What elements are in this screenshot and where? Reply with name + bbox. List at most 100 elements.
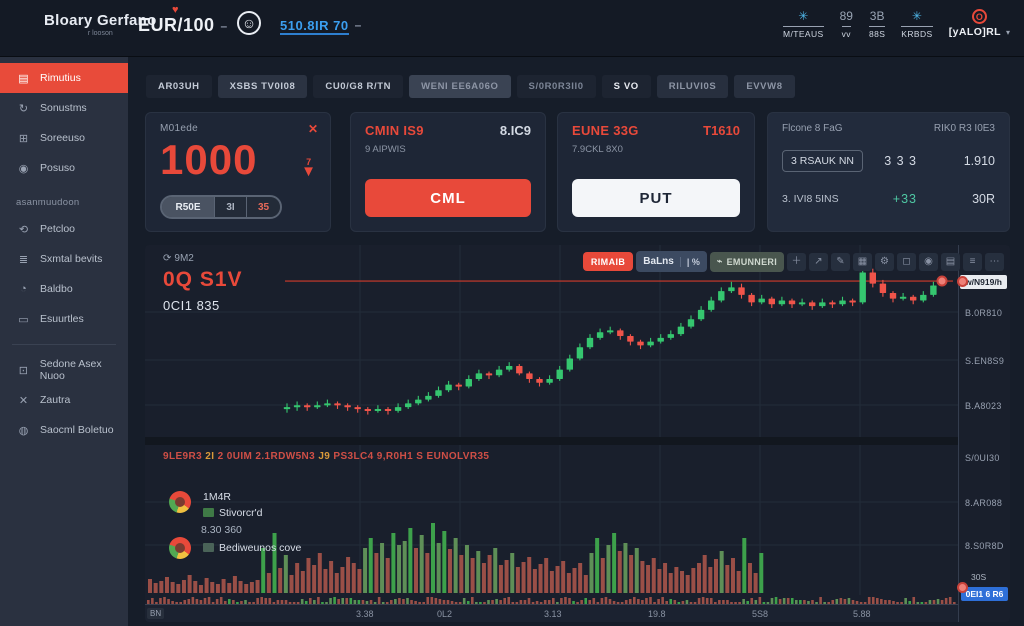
sidebar-item-icon: ◍	[18, 424, 29, 437]
summary-row-label: 3. IVI8 5INS	[782, 193, 839, 205]
put-title: EUNE 33G	[572, 123, 639, 138]
topbar-stat-item[interactable]: 89 vv	[840, 8, 853, 39]
summary-row-label[interactable]: 3 RSAUK NN	[782, 150, 864, 172]
sidebar-item-rimutius[interactable]: ▤ Rimutius	[0, 63, 128, 93]
pane-separator	[145, 437, 958, 445]
chart-tool-button[interactable]: ⋯	[985, 252, 1004, 271]
sidebar-item-soreeuso[interactable]: ⊞ Soreeuso	[0, 123, 128, 153]
time-tick-label: 5.88	[853, 609, 871, 619]
sidebar-item-sonustms[interactable]: ↻ Sonustms	[0, 93, 128, 123]
call-title: CMIN IS9	[365, 123, 424, 138]
legend-line-3: 8.30 360	[201, 524, 242, 536]
timeframe-label: BaLns	[643, 256, 674, 267]
price-chart[interactable]	[145, 245, 958, 437]
tab-evvw8[interactable]: EVVW8	[734, 75, 795, 98]
chevron-down-icon: ▾	[1005, 27, 1010, 37]
refresh-icon: ⟳	[163, 253, 172, 264]
sell-button[interactable]: RIMAIB	[582, 252, 634, 271]
close-icon[interactable]: ✕	[307, 122, 318, 136]
stepper-segment[interactable]: R50E	[162, 197, 214, 217]
sidebar-item-icon: ≣	[18, 253, 29, 266]
tab-cu0-g8-r-tn[interactable]: CU0/G8 R/TN	[313, 75, 404, 98]
tab-s-vo[interactable]: S VO	[601, 75, 651, 98]
sidebar-item-petcloo[interactable]: ⟲ Petcloo	[0, 214, 128, 244]
chart-tool-button[interactable]: ◉	[919, 252, 938, 271]
price-axis: w/N919/h 30S 0EI1 6 R6 B.0R810 S.EN8S9 B.A…	[958, 245, 1010, 622]
indicator-header-segment: 2I	[205, 451, 218, 462]
indicator-settings-header[interactable]: 9LE9R3 2I 2 0UIM 2.1RDW5N3 J9 PS3LC4 9,R…	[163, 451, 489, 462]
tab-xsbs-tv0i08[interactable]: XSBS TV0I08	[217, 75, 308, 98]
chart-tool-button[interactable]: ▦	[853, 252, 872, 271]
smiley-icon[interactable]: ☺	[237, 11, 261, 35]
stepper-segment[interactable]: 3I	[214, 197, 246, 217]
sidebar-item-zautra[interactable]: ✕ Zautra	[0, 385, 128, 415]
sidebar-item-icon: ⊡	[18, 364, 28, 377]
call-subtitle: 9 AIPWIS	[365, 144, 406, 155]
amount-card: M01ede ✕ 1000 7 ▼ R50E 3I 35	[145, 112, 331, 232]
tab-weni-ee6a06o[interactable]: WENI EE6A06O	[409, 75, 511, 98]
sidebar-item-label: Posuso	[40, 162, 76, 174]
sidebar-item-esuurtles[interactable]: ▭ Esuurtles	[0, 304, 128, 334]
sidebar-section-label: asanmuudoon	[16, 197, 80, 208]
put-button[interactable]: PUT	[572, 179, 740, 217]
summary-title-right: RIK0 R3 I0E3	[933, 123, 995, 134]
axis-small-label: 30S	[971, 572, 987, 582]
sidebar-item-label: Zautra	[40, 394, 71, 406]
amount-stepper: R50E 3I 35	[160, 195, 282, 219]
tab-riluvi0s[interactable]: RILUVI0S	[656, 75, 729, 98]
chart-tool-button[interactable]: ▤	[941, 252, 960, 271]
sidebar-item-label: Saocml Boletuo	[40, 424, 114, 436]
chart-tool-button[interactable]: ◻	[897, 252, 916, 271]
chart-tool-button[interactable]: ⚙	[875, 252, 894, 271]
indicator-header-segment: 2 0UIM 2.1RDW5N3	[217, 451, 319, 462]
summary-row-mid-value: 3 3 3	[884, 154, 917, 168]
favorite-heart-icon[interactable]: ♥	[172, 4, 179, 16]
stepper-segment[interactable]: 35	[246, 197, 280, 217]
amount-decrease-button[interactable]: 7 ▼	[301, 157, 316, 179]
account-menu[interactable]: O [yALO]RL ▾	[949, 9, 1010, 38]
legend-line-4: Bediweunos cove	[203, 542, 301, 554]
topbar-stat-item[interactable]: 3B 88S	[868, 8, 886, 39]
amount-arrow-sup: 7	[306, 157, 312, 167]
chart-tool-icons: ＋ ↗ ✎ ▦ ⚙ ◻ ◉ ▤ ≡ ⋯	[787, 252, 1004, 271]
time-tick-label: 3.38	[356, 609, 374, 619]
topbar-stat-item[interactable]: ✳ KRBDS	[901, 8, 933, 39]
topbar-stat-item[interactable]: ✳ M/TEAUS	[783, 8, 824, 39]
axis-tick-label: S/0UI30	[965, 453, 1000, 463]
axis-tick-label: B.A8023	[965, 401, 1002, 411]
sidebar-item-baldbo[interactable]: ◔ Baldbo	[0, 274, 128, 304]
tab-s-0r0r3ii0[interactable]: S/0R0R3II0	[516, 75, 596, 98]
sidebar-item-posuso[interactable]: ◉ Posuso	[0, 153, 128, 183]
timeframe-select[interactable]: BaLns | %	[636, 251, 707, 272]
summary-card: Flcone 8 FaG RIK0 R3 I0E3 3 RSAUK NN 3 3 …	[767, 112, 1010, 232]
chevron-down-icon: –	[354, 18, 362, 32]
current-price-pill: w/N919/h	[960, 275, 1007, 289]
asset-pair-selector[interactable]: ♥ EUR/100 –	[138, 4, 227, 36]
call-payout: 8.IC9	[499, 123, 531, 138]
sidebar-item-sxmtal-bevits[interactable]: ≣ Sxmtal bevits	[0, 244, 128, 274]
logo-title: Bloary Gerfano	[44, 12, 157, 29]
chart-price-overlay: ⟳ 9M2 0Q S1V 0CI1 835	[163, 253, 243, 313]
quote-link[interactable]: 510.8IR 70	[280, 18, 349, 35]
summary-row-mid-value: +33	[892, 192, 917, 206]
series-swatch-icon	[203, 508, 214, 517]
time-tick-label: 3.13	[544, 609, 562, 619]
call-button[interactable]: CML	[365, 179, 531, 217]
account-label: [yALO]RL	[948, 26, 1001, 38]
chart-tool-button[interactable]: ↗	[809, 252, 828, 271]
indicators-button[interactable]: ⌁ EMUNNERI	[709, 251, 784, 272]
sidebar: ▤ Rimutius ↻ Sonustms ⊞ Soreeuso ◉ Posuso asanmu…	[0, 57, 128, 626]
indicator-header-segment: 9LE9R3	[163, 451, 206, 462]
chart-tool-button[interactable]: ≡	[963, 252, 982, 271]
stat-label: M/TEAUS	[783, 26, 824, 39]
time-tick-label: 19.8	[648, 609, 666, 619]
amount-value: 1000	[160, 136, 258, 183]
sidebar-item-label: Soreeuso	[40, 132, 85, 144]
chart-tool-button[interactable]: ＋	[787, 252, 806, 271]
sidebar-item-sedone-asex-nuoo[interactable]: ⊡ Sedone Asex Nuoo	[0, 355, 128, 385]
put-card: EUNE 33G T1610 7.9CKL 8X0 PUT	[557, 112, 755, 232]
sidebar-item-saocml-boletuo[interactable]: ◍ Saocml Boletuo	[0, 415, 128, 445]
chart-minimap[interactable]	[145, 596, 958, 604]
chart-tool-button[interactable]: ✎	[831, 252, 850, 271]
tab-ar03uh[interactable]: AR03UH	[146, 75, 212, 98]
